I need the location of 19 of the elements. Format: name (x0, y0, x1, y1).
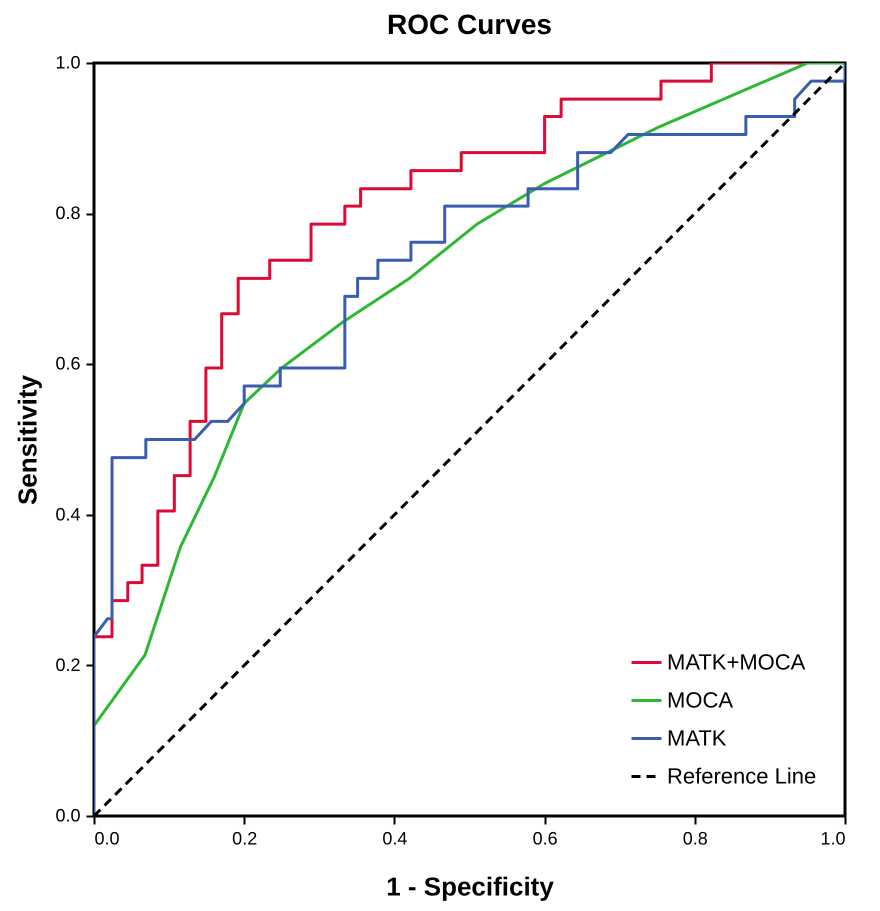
y-tick-label: 0.0 (55, 806, 80, 826)
legend-label: Reference Line (667, 764, 816, 788)
legend-label: MOCA (667, 688, 734, 712)
legend-label: MATK (667, 726, 727, 750)
y-tick-label: 0.6 (55, 354, 80, 374)
x-tick-label: 0.2 (232, 828, 258, 848)
y-axis-title: Sensitivity (12, 374, 42, 506)
x-tick-label: 0.4 (382, 828, 408, 848)
legend-label: MATK+MOCA (667, 650, 806, 674)
x-tick-label: 0.6 (532, 828, 558, 848)
chart-title: ROC Curves (387, 9, 552, 40)
y-tick-label: 0.8 (55, 203, 80, 224)
x-tick-label: 0.8 (682, 828, 708, 848)
x-tick-label: 1.0 (820, 828, 846, 848)
x-axis-title: 1 - Specificity (386, 872, 554, 902)
x-tick-label: 0.0 (94, 828, 120, 848)
y-tick-label: 0.2 (55, 654, 80, 675)
y-tick-label: 0.4 (55, 504, 80, 524)
y-tick-label: 1.0 (55, 52, 80, 72)
